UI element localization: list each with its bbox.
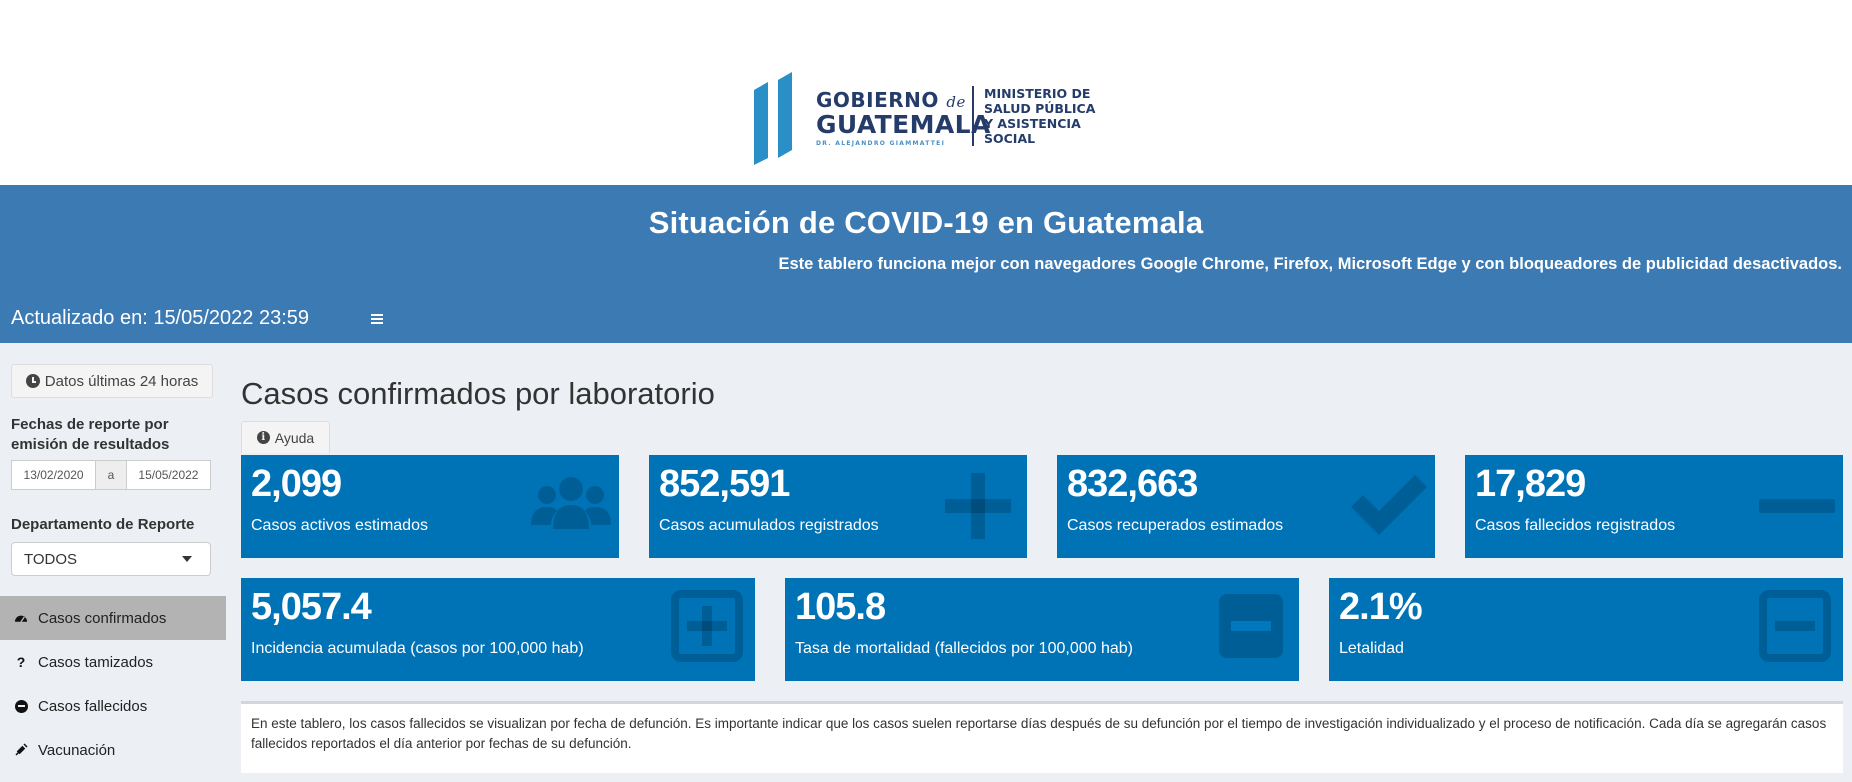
stat-value: 852,591	[659, 463, 790, 505]
ayuda-button[interactable]: i Ayuda	[241, 421, 330, 453]
sidebar-item-casos-confirmados[interactable]: Casos confirmados	[0, 596, 226, 640]
logo-de: de	[946, 93, 966, 111]
departamento-label: Departamento de Reporte	[11, 516, 195, 533]
datos-24h-button[interactable]: Datos últimas 24 horas	[11, 364, 213, 398]
date-range-picker: 13/02/2020 a 15/05/2022	[11, 460, 211, 490]
sidebar: Datos últimas 24 horas Fechas de reporte…	[0, 343, 226, 782]
logo-gobierno: GOBIERNO	[816, 88, 939, 112]
stat-value: 2,099	[251, 463, 342, 505]
ministerio-line: Y ASISTENCIA	[984, 116, 1081, 131]
question-icon: ?	[16, 654, 26, 670]
sidebar-item-label: Casos tamizados	[38, 653, 154, 671]
stat-value: 5,057.4	[251, 586, 372, 628]
page-title: Situación de COVID-19 en Guatemala	[648, 205, 1204, 240]
logo-text: GOBIERNO de GUATEMALA DR. ALEJANDRO GIAM…	[816, 90, 991, 147]
stat-label: Letalidad	[1339, 640, 1404, 657]
info-note: En este tablero, los casos fallecidos se…	[241, 701, 1843, 773]
minus-circle-icon	[14, 699, 28, 713]
users-icon	[531, 477, 611, 529]
sidebar-item-casos-tamizados[interactable]: ? Casos tamizados	[0, 640, 226, 684]
plus-icon	[945, 473, 1011, 539]
date-from-input[interactable]: 13/02/2020	[23, 468, 84, 482]
departamento-select[interactable]: TODOS	[11, 542, 211, 576]
ministerio-text: MINISTERIO DE SALUD PÚBLICA Y ASISTENCIA…	[984, 86, 1095, 146]
ministerio-line: MINISTERIO DE	[984, 86, 1091, 101]
clock-icon	[25, 374, 40, 388]
stat-box-activos: 2,099 Casos activos estimados	[241, 455, 619, 558]
dashboard-header: Situación de COVID-19 en Guatemala Este …	[0, 185, 1852, 343]
updated-timestamp: Actualizado en: 15/05/2022 23:59	[11, 307, 310, 329]
ministerio-line: SOCIAL	[984, 131, 1036, 146]
stat-label: Tasa de mortalidad (fallecidos por 100,0…	[795, 640, 1133, 657]
sidebar-item-casos-fallecidos[interactable]: Casos fallecidos	[0, 684, 226, 728]
syringe-icon	[14, 743, 28, 757]
logo-subtitle: DR. ALEJANDRO GIAMMATTEI	[816, 140, 946, 147]
logo-guatemala: GUATEMALA	[816, 110, 991, 139]
stat-box-fallecidos: 17,829 Casos fallecidos registrados	[1465, 455, 1843, 558]
sidebar-item-vacunacion[interactable]: Vacunación	[0, 728, 226, 772]
minus-icon	[1759, 499, 1835, 513]
ministerio-line: SALUD PÚBLICA	[984, 101, 1096, 116]
stat-box-letalidad: 2.1% Letalidad	[1329, 578, 1843, 681]
logo-divider	[972, 86, 974, 146]
minus-square-icon	[1219, 594, 1283, 658]
minus-square-outline-icon	[1759, 590, 1831, 662]
chevron-down-icon	[182, 556, 192, 562]
stat-box-recuperados: 832,663 Casos recuperados estimados	[1057, 455, 1435, 558]
plus-square-icon	[671, 590, 743, 662]
sidebar-item-label: Casos confirmados	[38, 609, 167, 627]
sidebar-item-label: Casos fallecidos	[38, 697, 148, 715]
stat-label: Casos acumulados registrados	[659, 517, 879, 534]
sidebar-menu: Casos confirmados ? Casos tamizados Caso…	[0, 596, 226, 772]
stat-label: Casos activos estimados	[251, 517, 428, 534]
date-to-input[interactable]: 15/05/2022	[138, 468, 199, 482]
dashboard-icon	[14, 611, 28, 625]
browser-notice: Este tablero funciona mejor con navegado…	[778, 255, 1842, 273]
stat-label: Incidencia acumulada (casos por 100,000 …	[251, 640, 584, 657]
gobierno-bars-logo	[754, 72, 792, 165]
departamento-value: TODOS	[24, 550, 78, 568]
sidebar-item-label: Vacunación	[38, 741, 116, 759]
main-content: Casos confirmados por laboratorio i Ayud…	[226, 343, 1852, 782]
fechas-label: Fechas de reporte por emisión de resulta…	[11, 416, 170, 453]
info-icon: i	[256, 431, 270, 444]
stat-label: Casos recuperados estimados	[1067, 517, 1284, 534]
ayuda-label: Ayuda	[274, 429, 315, 446]
stat-value: 2.1%	[1339, 586, 1423, 628]
logo-band: GOBIERNO de GUATEMALA DR. ALEJANDRO GIAM…	[0, 0, 1852, 185]
check-icon	[1351, 475, 1427, 535]
syringe-icon-svg	[15, 743, 28, 756]
date-separator: a	[95, 461, 127, 489]
stat-box-incidencia: 5,057.4 Incidencia acumulada (casos por …	[241, 578, 755, 681]
hamburger-icon[interactable]	[370, 307, 384, 331]
datos-24h-label: Datos últimas 24 horas	[44, 372, 199, 390]
dashboard-icon-svg	[14, 615, 28, 623]
stat-value: 105.8	[795, 586, 886, 628]
stat-value: 832,663	[1067, 463, 1198, 505]
section-title: Casos confirmados por laboratorio	[241, 376, 715, 411]
stat-box-mortalidad: 105.8 Tasa de mortalidad (fallecidos por…	[785, 578, 1299, 681]
gobierno-logo: GOBIERNO de GUATEMALA DR. ALEJANDRO GIAM…	[752, 70, 1112, 165]
stat-box-acumulados: 852,591 Casos acumulados registrados	[649, 455, 1027, 558]
stat-label: Casos fallecidos registrados	[1475, 517, 1676, 534]
hamburger-icon-svg	[371, 314, 383, 324]
stat-value: 17,829	[1475, 463, 1586, 505]
